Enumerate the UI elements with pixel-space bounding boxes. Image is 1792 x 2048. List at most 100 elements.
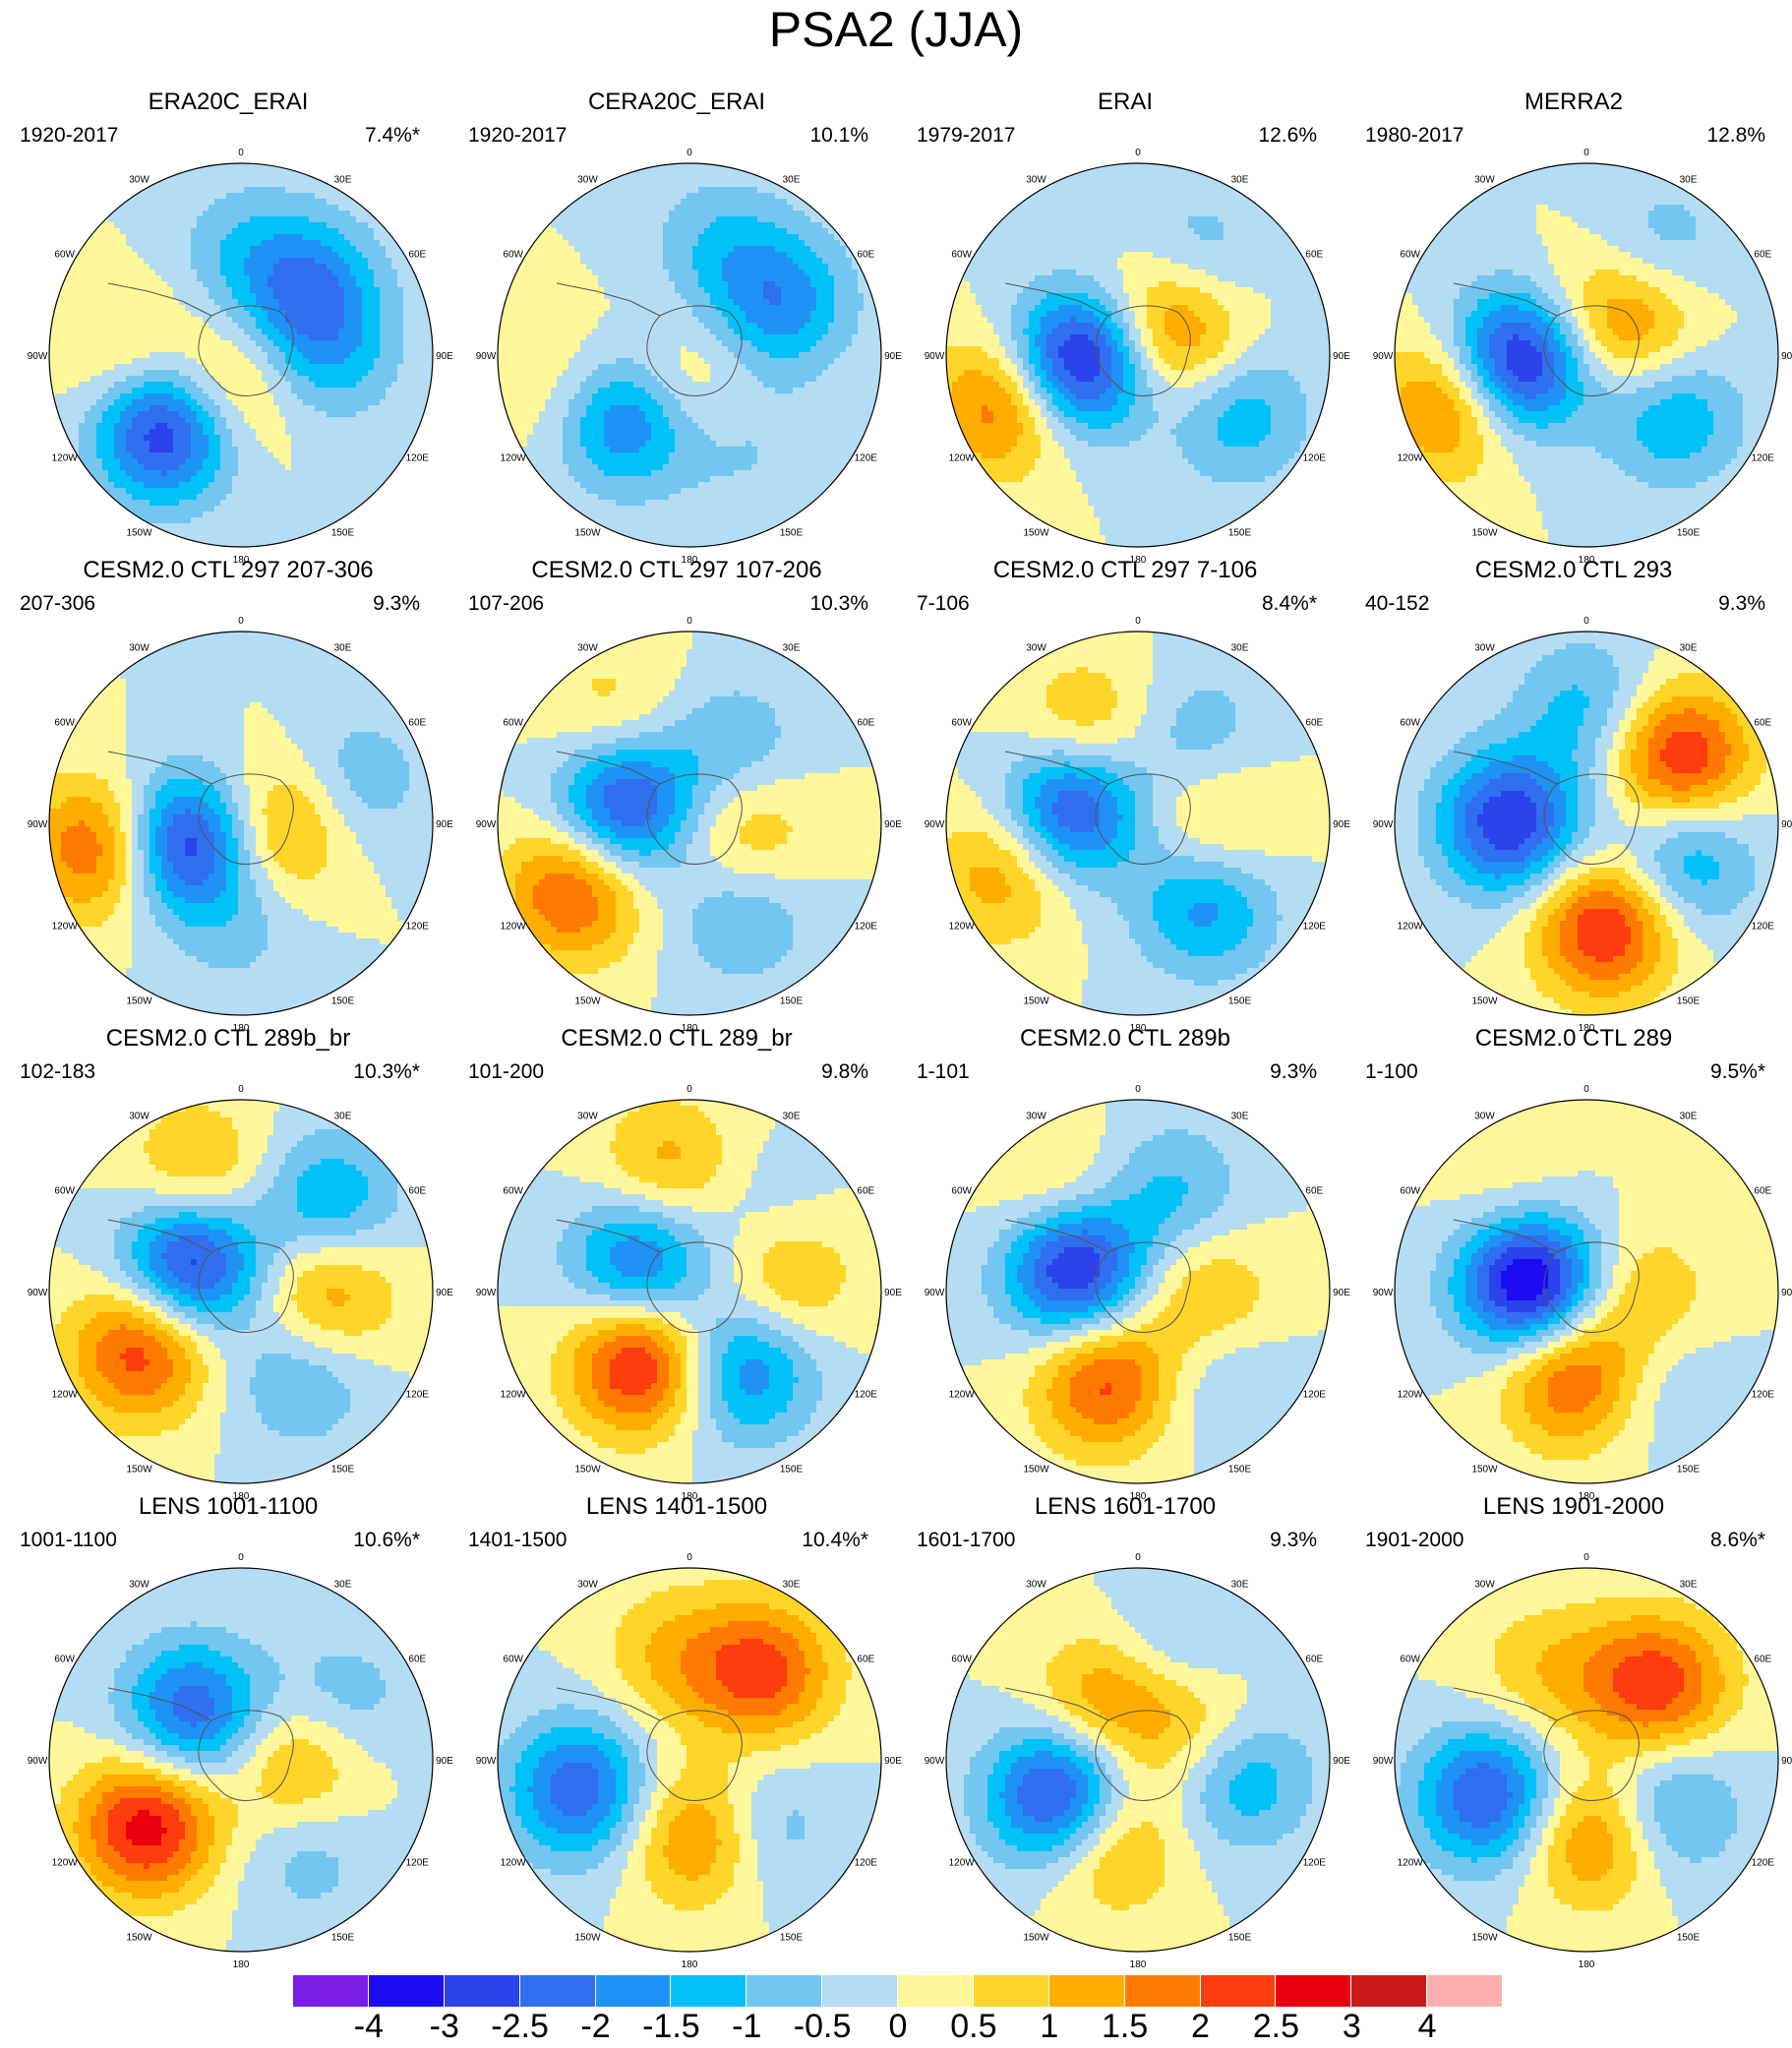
longitude-label: 120W <box>501 922 527 933</box>
longitude-label: 30E <box>1231 643 1249 654</box>
longitude-label: 90E <box>436 1288 453 1298</box>
longitude-label: 120W <box>949 1858 976 1869</box>
longitude-label: 0 <box>1583 1084 1589 1095</box>
map-boundary <box>497 1099 882 1484</box>
polar-map: 0 30E 60E 90E 120E 150E 180 150W 120W 90W 60W 30W <box>925 1084 1351 1502</box>
colorbar-label: 4 <box>1418 2009 1437 2044</box>
longitude-label: 0 <box>1583 148 1589 158</box>
longitude-label: 60E <box>857 718 874 729</box>
longitude-label: 60W <box>503 1186 523 1197</box>
longitude-label: 150W <box>1471 995 1498 1006</box>
longitude-label: 120W <box>52 1390 79 1401</box>
panel-period: 1-101 <box>917 1060 970 1084</box>
map-boundary <box>497 162 882 548</box>
longitude-label: 90E <box>1781 819 1792 830</box>
antarctica-outline <box>1095 1241 1191 1333</box>
antarctica-outline <box>1095 305 1191 396</box>
longitude-label: 90E <box>884 819 902 830</box>
longitude-label: 30W <box>1026 1580 1046 1591</box>
longitude-label: 30E <box>334 1580 352 1591</box>
longitude-label: 60W <box>503 250 523 261</box>
colorbar-box <box>444 1975 520 2007</box>
longitude-label: 0 <box>1583 1552 1589 1563</box>
panel-title: CESM2.0 CTL 289b_br <box>12 1025 445 1053</box>
longitude-label: 150W <box>126 1932 152 1943</box>
longitude-label: 180 <box>682 555 698 566</box>
coastline <box>107 1219 212 1253</box>
coastline <box>107 282 212 317</box>
colorbar-label: -3 <box>430 2009 459 2044</box>
longitude-label: 150W <box>574 995 601 1006</box>
longitude-label: 180 <box>1579 1959 1595 1970</box>
contour-field <box>49 632 433 1015</box>
map-panel: CESM2.0 CTL 289b_br 102-183 10.3%* 0 30E 60E 9… <box>12 1025 453 1502</box>
longitude-label: 90E <box>436 819 453 830</box>
polar-map: 0 30E 60E 90E 120E 150E 180 150W 120W 90W 60W 30W <box>1373 1552 1792 1970</box>
polar-map: 0 30E 60E 90E 120E 150E 180 150W 120W 90W 60W 30W <box>1373 616 1792 1034</box>
antarctica-outline <box>198 1710 294 1801</box>
colorbar-box <box>1427 1975 1503 2007</box>
longitude-label: 30E <box>783 643 801 654</box>
longitude-label: 90W <box>476 1288 497 1298</box>
panel-period: 1601-1700 <box>917 1529 1015 1552</box>
longitude-label: 60E <box>1754 1186 1771 1197</box>
longitude-label: 180 <box>682 1491 698 1502</box>
longitude-label: 30E <box>334 1112 352 1122</box>
longitude-label: 0 <box>1135 1552 1141 1563</box>
longitude-label: 60W <box>951 1186 972 1197</box>
panel-period: 1001-1100 <box>20 1529 117 1552</box>
longitude-label: 120W <box>52 453 79 464</box>
colorbar-label: -0.5 <box>794 2009 852 2044</box>
longitude-label: 0 <box>687 1084 692 1095</box>
longitude-label: 60W <box>1400 250 1420 261</box>
longitude-label: 120E <box>406 1390 430 1401</box>
contour-field <box>946 1100 1330 1483</box>
longitude-label: 120W <box>501 1858 527 1869</box>
longitude-label: 60W <box>1400 1655 1420 1665</box>
map-boundary <box>945 1099 1331 1484</box>
longitude-label: 60E <box>857 1655 874 1665</box>
colorbar-labels: -4 -3 -2.5 -2 -1.5 -1 -0.5 0 0.5 1 1.5 2 2.5 3 4 <box>293 2009 1503 2044</box>
panel-variance: 9.5%* <box>1710 1060 1765 1084</box>
colorbar-box <box>973 1975 1049 2007</box>
panel-variance: 9.3% <box>1270 1529 1317 1552</box>
longitude-label: 150W <box>1023 1464 1049 1475</box>
panel-variance: 9.8% <box>821 1060 868 1084</box>
colorbar-label: -2 <box>580 2009 610 2044</box>
panel-period: 107-206 <box>468 592 544 616</box>
longitude-label: 90E <box>884 1756 902 1767</box>
polar-map: 0 30E 60E 90E 120E 150E 180 150W 120W 90W 60W 30W <box>925 148 1351 566</box>
panel-period: 1920-2017 <box>20 124 118 148</box>
panel-period: 1979-2017 <box>917 124 1015 148</box>
contour-field <box>1395 632 1778 1015</box>
longitude-label: 30W <box>1474 175 1495 186</box>
colorbar-label: -1.5 <box>642 2009 700 2044</box>
panel-title: LENS 1001-1100 <box>12 1493 445 1521</box>
colorbar-box <box>595 1975 672 2007</box>
longitude-label: 30W <box>577 1112 598 1122</box>
coastline <box>1004 1687 1109 1721</box>
longitude-label: 120W <box>949 1390 976 1401</box>
colorbar-label: -1 <box>732 2009 761 2044</box>
colorbar-label: 0 <box>889 2009 908 2044</box>
longitude-label: 30W <box>1474 643 1495 654</box>
longitude-label: 150E <box>331 1932 355 1943</box>
longitude-label: 180 <box>1579 1491 1595 1502</box>
longitude-label: 90W <box>1373 819 1394 830</box>
map-panel: LENS 1001-1100 1001-1100 10.6%* 0 30E 60E 90E 1… <box>12 1493 453 1970</box>
map-boundary <box>1394 1567 1779 1953</box>
coastline <box>556 1687 661 1721</box>
panel-title: CESM2.0 CTL 297 107-206 <box>460 557 893 584</box>
longitude-label: 60W <box>503 1655 523 1665</box>
panel-title: LENS 1601-1700 <box>909 1493 1342 1521</box>
figure-title: PSA2 (JJA) <box>0 2 1792 57</box>
panel-variance: 10.1% <box>809 124 868 148</box>
panel-variance: 12.8% <box>1706 124 1765 148</box>
longitude-label: 150W <box>126 527 152 538</box>
longitude-label: 150E <box>1677 995 1701 1006</box>
antarctica-outline <box>646 773 743 865</box>
longitude-label: 180 <box>233 1023 250 1034</box>
antarctica-outline <box>1095 773 1191 865</box>
longitude-label: 60W <box>54 1186 75 1197</box>
map-panel: LENS 1401-1500 1401-1500 10.4%* 0 30E 60E 90E 1… <box>460 1493 902 1970</box>
